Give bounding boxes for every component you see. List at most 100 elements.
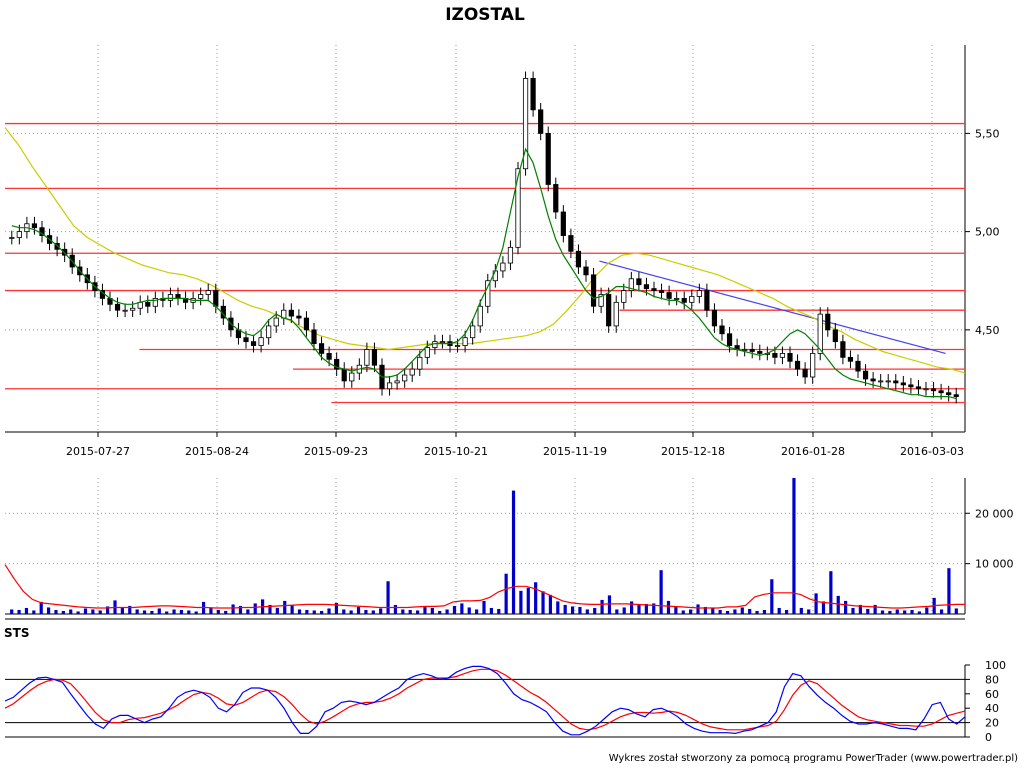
x-tick-label: 2015-12-18: [661, 445, 725, 458]
volume-bar: [489, 607, 493, 614]
volume-bar: [467, 607, 471, 614]
volume-bar: [689, 609, 693, 614]
candle-body: [575, 250, 582, 268]
x-tick-label: 2015-11-19: [543, 445, 607, 458]
candle-body: [303, 317, 310, 331]
volume-bar: [61, 610, 65, 614]
volume-bar: [725, 610, 730, 614]
volume-bar: [511, 490, 516, 614]
candle-body: [598, 294, 604, 307]
oscillator-fast-line: [4, 665, 966, 736]
candle-body: [658, 290, 665, 293]
candle-body: [130, 307, 136, 311]
volume-bar: [570, 606, 575, 614]
volume-bar: [600, 599, 604, 614]
volume-bar: [939, 609, 944, 614]
volume-bar: [622, 607, 626, 614]
volume-bar: [142, 610, 147, 614]
candle-body: [273, 317, 279, 327]
volume-bar: [216, 609, 220, 614]
candle-body: [213, 290, 219, 307]
candle-body: [915, 386, 922, 390]
volume-bar: [556, 601, 560, 614]
volume-bar: [644, 603, 648, 614]
candle-body: [334, 358, 340, 370]
x-tick-label: 2016-01-28: [781, 445, 845, 458]
candle-body: [500, 262, 506, 272]
candle-body: [553, 184, 559, 213]
volume-bar: [172, 609, 176, 614]
y-tick-label: 40: [985, 702, 999, 715]
candle-body: [810, 353, 816, 378]
volume-bar: [475, 609, 479, 614]
volume-bar: [268, 604, 272, 614]
volume-bar: [460, 603, 464, 614]
candle-body: [893, 380, 899, 384]
candle-body: [538, 109, 544, 134]
volume-bar: [275, 607, 279, 614]
candle-body: [923, 388, 929, 391]
volume-bar: [858, 604, 862, 614]
volume-bar: [76, 611, 80, 614]
candle-body: [900, 382, 906, 386]
volume-bar: [54, 609, 58, 614]
volume-bar: [364, 609, 368, 614]
volume-bar: [386, 581, 390, 614]
candle-body: [938, 390, 944, 394]
candle-body: [674, 298, 680, 300]
footer-credit: Wykres został stworzony za pomocą progra…: [609, 753, 1018, 764]
candle-body: [296, 315, 302, 319]
candle-body: [318, 343, 325, 354]
candle-body: [364, 349, 370, 366]
volume-bar: [607, 595, 612, 614]
volume-bar: [231, 604, 235, 614]
candle-body: [341, 368, 347, 382]
volume-bar: [755, 610, 759, 614]
candle-body: [371, 349, 378, 366]
candle-body: [560, 211, 566, 236]
candle-body: [840, 341, 846, 358]
volume-bar: [423, 606, 427, 614]
volume-bar: [246, 609, 250, 614]
candle-body: [492, 270, 498, 282]
volume-bar: [320, 610, 324, 614]
volume-bar: [534, 582, 538, 614]
x-tick-label: 2015-07-27: [66, 445, 130, 458]
volume-bar: [629, 601, 634, 614]
y-tick-label: 0: [985, 731, 992, 744]
candle-body: [326, 353, 332, 360]
volume-bar: [165, 611, 169, 614]
volume-bar: [666, 600, 671, 614]
candle-body: [832, 329, 838, 343]
candle-body: [522, 77, 529, 170]
candle-body: [636, 278, 642, 286]
candle-body: [288, 309, 294, 317]
volume-bar: [128, 605, 132, 614]
volume-bar: [873, 604, 877, 614]
candle-body: [696, 290, 702, 297]
volume-bar: [224, 610, 228, 614]
candle-body: [16, 231, 22, 238]
y-tick-label: 20: [985, 717, 999, 730]
moving-average-short-line: [11, 147, 957, 400]
candle-body: [530, 77, 536, 111]
candle-body: [825, 313, 831, 331]
volume-bar: [917, 611, 922, 614]
volume-bar: [312, 610, 316, 614]
candle-body: [266, 325, 272, 339]
volume-bar: [415, 610, 420, 614]
candle-body: [613, 301, 619, 327]
candle-body: [402, 374, 408, 382]
candle-body: [243, 337, 249, 343]
volume-bar: [497, 608, 501, 614]
candle-body: [349, 372, 355, 382]
candle-body: [454, 345, 461, 347]
candle-body: [930, 388, 937, 392]
candle-body: [870, 378, 876, 382]
candle-body: [394, 380, 400, 384]
volume-bar: [305, 609, 309, 614]
chart-title: IZOSTAL: [445, 5, 525, 25]
candle-body: [198, 294, 204, 299]
volume-bar: [438, 610, 442, 614]
